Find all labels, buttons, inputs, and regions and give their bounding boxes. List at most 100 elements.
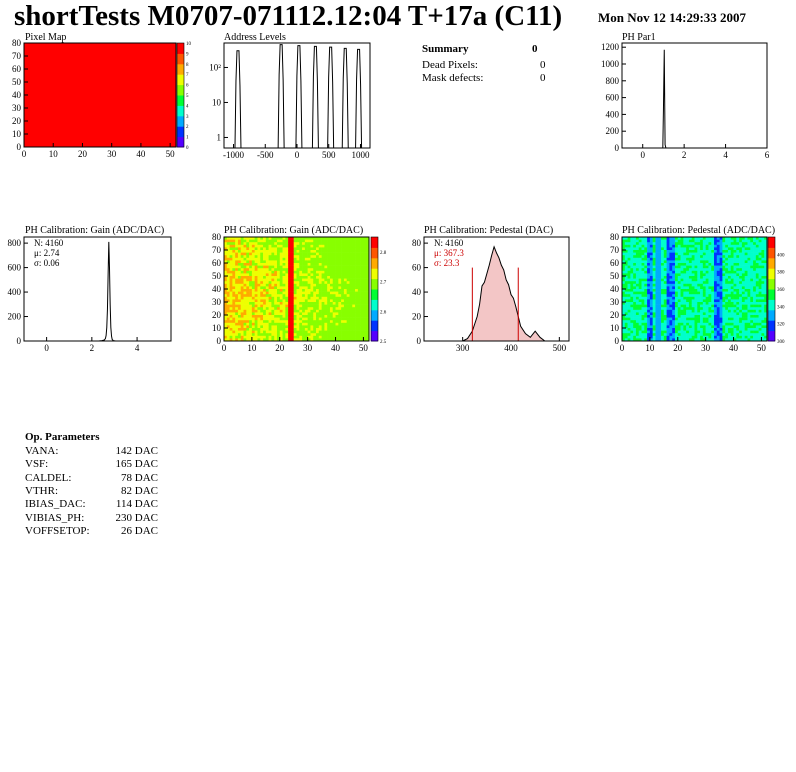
heatmap-cell <box>716 278 720 282</box>
heatmap-cell <box>307 265 311 269</box>
heatmap-cell <box>677 252 681 256</box>
heatmap-cell <box>661 333 665 337</box>
heatmap-cell <box>652 335 656 339</box>
heatmap-cell <box>251 289 255 292</box>
heatmap-cell <box>251 255 255 259</box>
heatmap-cell <box>666 247 670 251</box>
heatmap-cell <box>313 283 317 287</box>
op-parameter-label: VTHR: <box>25 484 58 497</box>
heatmap-cell <box>630 263 634 266</box>
colorbar-cell <box>177 89 184 93</box>
heatmap-cell <box>338 317 342 321</box>
heatmap-cell <box>249 247 253 251</box>
heatmap-cell <box>658 281 662 285</box>
heatmap-cell <box>624 325 628 329</box>
heatmap-cell <box>753 322 757 326</box>
heatmap-cell <box>624 309 628 313</box>
heatmap-cell <box>727 299 732 303</box>
heatmap-cell <box>647 265 651 269</box>
heatmap-cell <box>649 276 653 279</box>
heatmap-cell <box>327 255 331 259</box>
heatmap-cell <box>229 239 233 243</box>
heatmap-cell <box>327 276 331 279</box>
heatmap-cell <box>282 289 286 292</box>
heatmap-cell <box>276 252 281 256</box>
heatmap-cell <box>630 257 634 261</box>
heatmap-cell <box>313 315 317 318</box>
op-parameter-value: 114 DAC <box>115 498 158 511</box>
heatmap-cell <box>627 237 631 240</box>
heatmap-cell <box>232 307 236 311</box>
heatmap-cell <box>624 263 628 266</box>
heatmap-cell <box>366 237 370 240</box>
heatmap-cell <box>727 322 732 326</box>
heatmap-cell <box>338 278 342 282</box>
heatmap-cell <box>243 309 247 313</box>
heatmap-cell <box>705 333 709 337</box>
heatmap-cell <box>744 237 748 240</box>
colorbar-label: 340 <box>777 305 785 310</box>
heatmap-cell <box>622 276 626 279</box>
heatmap-cell <box>327 244 331 248</box>
heatmap-cell <box>716 270 720 274</box>
heatmap-cell <box>641 289 645 292</box>
heatmap-cell <box>229 265 233 269</box>
heatmap-cell <box>630 283 634 287</box>
heatmap-cell <box>661 283 665 287</box>
heatmap-cell <box>761 276 765 279</box>
heatmap-cell <box>249 278 253 282</box>
heatmap-cell <box>257 247 261 251</box>
heatmap-cell <box>627 312 631 316</box>
heatmap-cell <box>304 317 308 321</box>
heatmap-cell <box>288 265 292 269</box>
heatmap-cell <box>630 317 634 321</box>
heatmap-cell <box>357 320 361 324</box>
ph-par1-histogram <box>662 49 667 149</box>
x-tick-label: 0 <box>44 343 49 353</box>
heatmap-cell <box>355 278 359 282</box>
heatmap-cell <box>288 268 292 272</box>
heatmap-cell <box>647 244 651 248</box>
heatmap-cell <box>705 320 709 324</box>
heatmap-cell <box>691 281 695 285</box>
heatmap-cell <box>655 281 659 285</box>
heatmap-cell <box>288 304 292 308</box>
heatmap-cell <box>321 255 325 259</box>
heatmap-cell <box>324 250 328 253</box>
heatmap-cell <box>265 250 269 253</box>
heatmap-cell <box>276 257 281 261</box>
x-tick-label: 20 <box>275 343 285 353</box>
heatmap-cell <box>279 273 283 277</box>
heatmap-cell <box>246 307 250 311</box>
heatmap-cell <box>736 283 740 287</box>
heatmap-cell <box>329 260 334 264</box>
heatmap-cell <box>257 296 261 300</box>
heatmap-cell <box>224 239 228 243</box>
heatmap-cell <box>627 239 631 243</box>
heatmap-cell <box>677 291 681 295</box>
heatmap-cell <box>691 255 695 259</box>
heatmap-cell <box>747 276 751 279</box>
heatmap-cell <box>352 247 356 251</box>
heatmap-cell <box>316 333 320 337</box>
heatmap-cell <box>739 265 743 269</box>
heatmap-cell <box>229 270 233 274</box>
heatmap-cell <box>661 244 665 248</box>
heatmap-cell <box>641 309 645 313</box>
heatmap-cell <box>702 273 706 277</box>
heatmap-cell <box>321 294 325 298</box>
y-tick-label: 80 <box>212 232 222 242</box>
heatmap-cell <box>327 263 331 266</box>
y-tick-label: 40 <box>610 284 620 294</box>
heatmap-cell <box>324 320 328 324</box>
heatmap-cell <box>741 294 745 298</box>
heatmap-cell <box>355 263 359 266</box>
heatmap-cell <box>332 242 336 246</box>
heatmap-cell <box>680 291 684 295</box>
y-tick-label: 20 <box>212 310 222 320</box>
heatmap-cell <box>282 278 286 282</box>
heatmap-cell <box>226 283 230 287</box>
heatmap-cell <box>232 309 236 313</box>
heatmap-cell <box>658 291 662 295</box>
heatmap-cell <box>764 309 768 313</box>
